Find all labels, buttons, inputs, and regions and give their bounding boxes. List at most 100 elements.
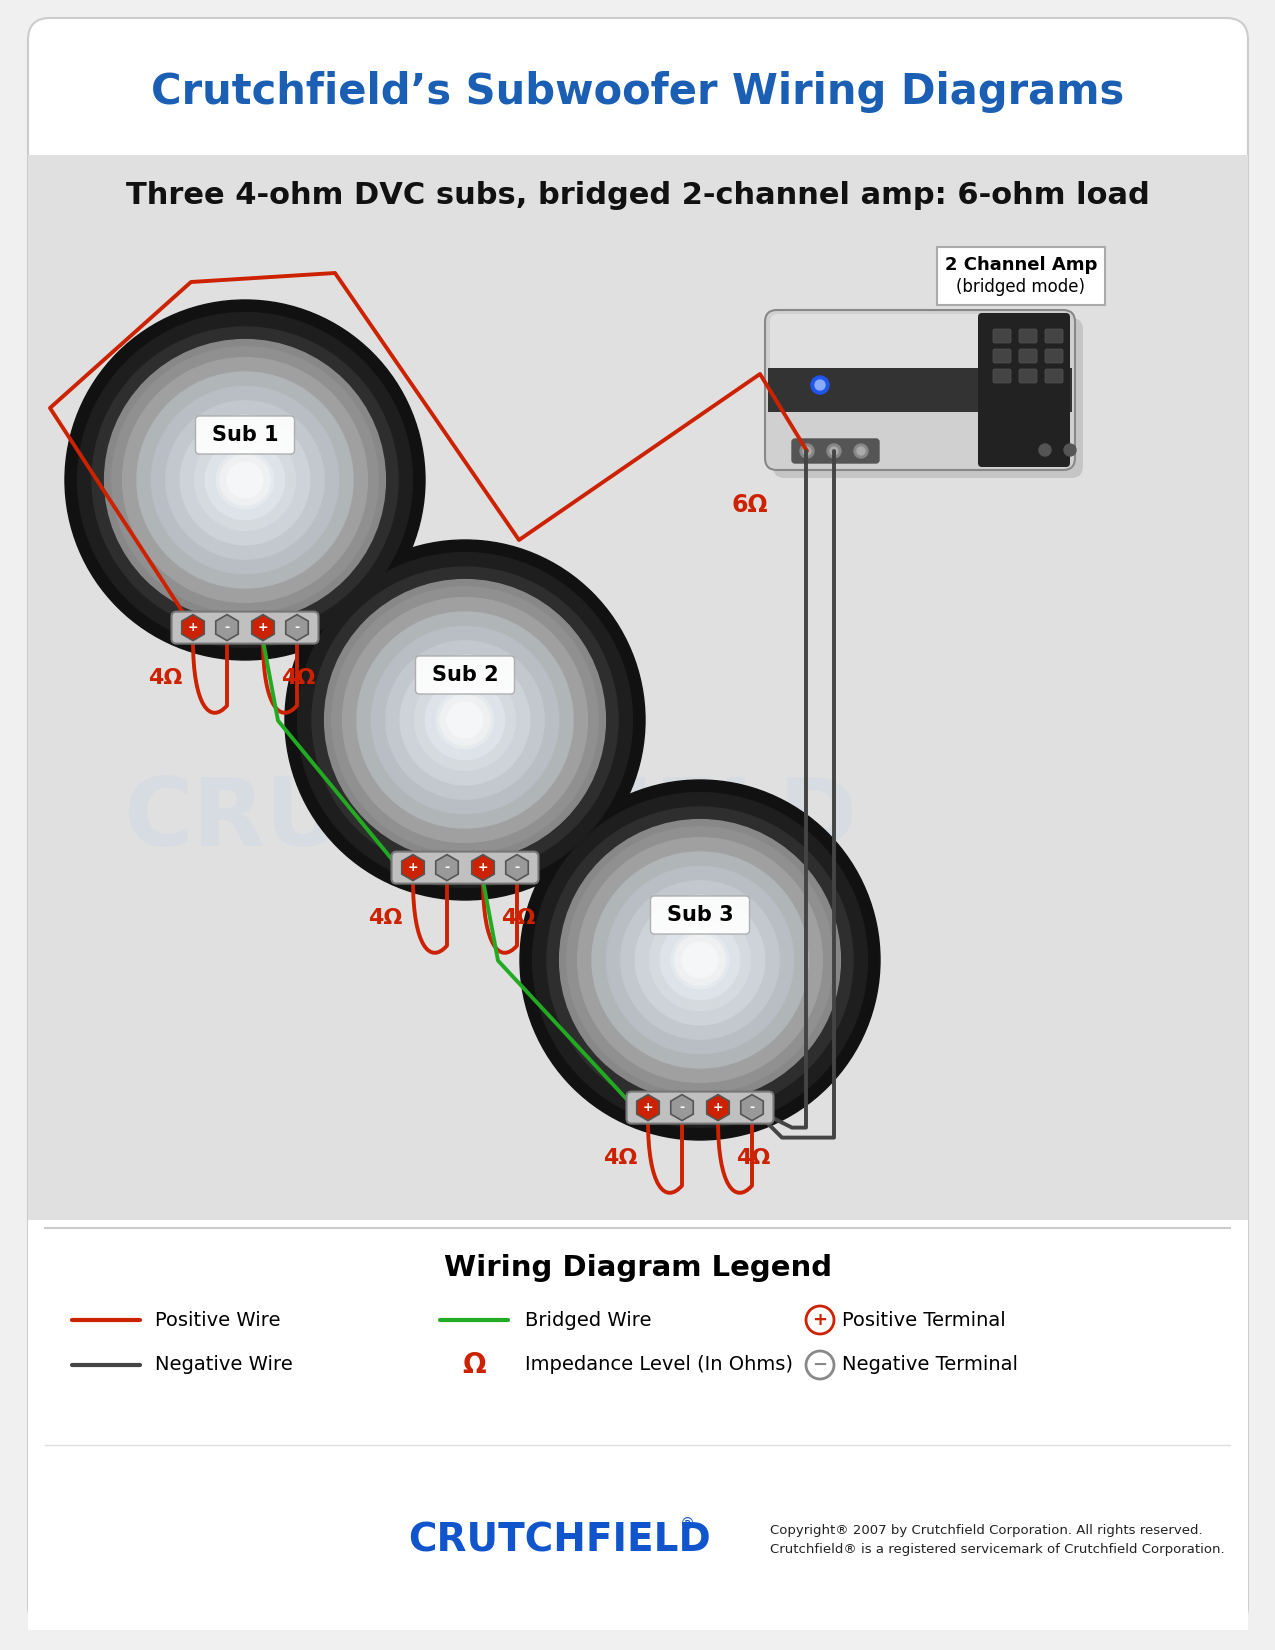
Circle shape xyxy=(1039,444,1051,455)
Polygon shape xyxy=(506,855,528,881)
Text: −: − xyxy=(812,1356,827,1374)
Circle shape xyxy=(533,792,867,1127)
Text: Crutchfield’s Subwoofer Wiring Diagrams: Crutchfield’s Subwoofer Wiring Diagrams xyxy=(152,71,1125,112)
FancyBboxPatch shape xyxy=(768,368,1072,412)
Text: Ω: Ω xyxy=(462,1351,486,1379)
FancyBboxPatch shape xyxy=(773,318,1082,478)
Circle shape xyxy=(806,1307,834,1333)
Text: Bridged Wire: Bridged Wire xyxy=(525,1310,652,1330)
Text: 4Ω: 4Ω xyxy=(148,668,182,688)
Text: -: - xyxy=(295,620,300,634)
FancyBboxPatch shape xyxy=(1046,370,1063,383)
FancyBboxPatch shape xyxy=(792,439,878,464)
Text: Sub 2: Sub 2 xyxy=(432,665,499,685)
Circle shape xyxy=(682,942,718,978)
FancyBboxPatch shape xyxy=(978,314,1070,467)
Circle shape xyxy=(166,401,324,559)
Circle shape xyxy=(414,670,515,771)
Polygon shape xyxy=(472,855,495,881)
Text: -: - xyxy=(680,1101,685,1114)
Text: Negative Terminal: Negative Terminal xyxy=(842,1356,1017,1374)
Text: 2 Channel Amp: 2 Channel Amp xyxy=(945,256,1098,274)
Circle shape xyxy=(607,866,793,1054)
FancyBboxPatch shape xyxy=(937,248,1105,305)
Text: 4Ω: 4Ω xyxy=(367,908,402,927)
Circle shape xyxy=(357,612,572,828)
Circle shape xyxy=(621,881,779,1040)
Text: +: + xyxy=(478,861,488,875)
Circle shape xyxy=(105,340,385,620)
FancyBboxPatch shape xyxy=(1019,370,1037,383)
Text: Sub 3: Sub 3 xyxy=(667,904,733,926)
Circle shape xyxy=(180,416,310,544)
FancyBboxPatch shape xyxy=(416,657,515,695)
FancyBboxPatch shape xyxy=(28,1219,1248,1440)
Circle shape xyxy=(560,820,840,1101)
Circle shape xyxy=(136,371,353,587)
Circle shape xyxy=(799,444,813,459)
Circle shape xyxy=(65,300,425,660)
Circle shape xyxy=(152,386,339,574)
Circle shape xyxy=(122,358,367,602)
Polygon shape xyxy=(436,855,458,881)
Circle shape xyxy=(426,680,505,759)
FancyBboxPatch shape xyxy=(770,314,1070,375)
Circle shape xyxy=(660,921,740,1000)
Text: Positive Terminal: Positive Terminal xyxy=(842,1310,1006,1330)
Text: 4Ω: 4Ω xyxy=(501,908,536,927)
Circle shape xyxy=(92,327,398,634)
Circle shape xyxy=(811,376,829,394)
FancyBboxPatch shape xyxy=(1019,328,1037,343)
Polygon shape xyxy=(182,614,204,640)
Circle shape xyxy=(520,780,880,1140)
Text: CRUTCHFIELD: CRUTCHFIELD xyxy=(408,1521,711,1559)
Circle shape xyxy=(297,553,632,888)
FancyBboxPatch shape xyxy=(650,896,750,934)
Text: Impedance Level (In Ohms): Impedance Level (In Ohms) xyxy=(525,1356,793,1374)
Circle shape xyxy=(332,587,598,853)
Circle shape xyxy=(325,579,606,860)
Polygon shape xyxy=(402,855,425,881)
FancyBboxPatch shape xyxy=(28,18,1248,1629)
Text: -: - xyxy=(514,861,520,875)
Circle shape xyxy=(219,455,270,505)
Circle shape xyxy=(436,691,493,749)
Text: CRUTCHFIELD: CRUTCHFIELD xyxy=(122,774,857,866)
Text: ®: ® xyxy=(680,1516,695,1531)
Text: 6Ω: 6Ω xyxy=(732,493,769,516)
Circle shape xyxy=(803,447,811,455)
FancyBboxPatch shape xyxy=(195,416,295,454)
Circle shape xyxy=(567,827,833,1094)
Circle shape xyxy=(227,462,263,498)
FancyBboxPatch shape xyxy=(993,328,1011,343)
Circle shape xyxy=(592,851,808,1068)
Polygon shape xyxy=(251,614,274,640)
Circle shape xyxy=(815,380,825,389)
Circle shape xyxy=(386,640,544,799)
Polygon shape xyxy=(286,614,309,640)
FancyBboxPatch shape xyxy=(993,370,1011,383)
FancyBboxPatch shape xyxy=(28,155,1248,1219)
Text: +: + xyxy=(713,1101,723,1114)
Circle shape xyxy=(217,450,274,508)
Circle shape xyxy=(448,701,483,738)
Text: +: + xyxy=(258,620,268,634)
Circle shape xyxy=(286,540,645,899)
Circle shape xyxy=(578,838,822,1082)
Circle shape xyxy=(649,909,751,1010)
Circle shape xyxy=(1065,444,1076,455)
Text: +: + xyxy=(643,1101,653,1114)
Text: -: - xyxy=(445,861,450,875)
Circle shape xyxy=(400,655,530,785)
Polygon shape xyxy=(215,614,238,640)
Text: -: - xyxy=(224,620,229,634)
FancyBboxPatch shape xyxy=(1046,328,1063,343)
Circle shape xyxy=(854,444,868,459)
Text: -: - xyxy=(750,1101,755,1114)
FancyBboxPatch shape xyxy=(993,350,1011,363)
Circle shape xyxy=(195,429,296,530)
Circle shape xyxy=(827,444,842,459)
Text: Wiring Diagram Legend: Wiring Diagram Legend xyxy=(444,1254,833,1282)
Circle shape xyxy=(806,1351,834,1379)
Text: +: + xyxy=(408,861,418,875)
